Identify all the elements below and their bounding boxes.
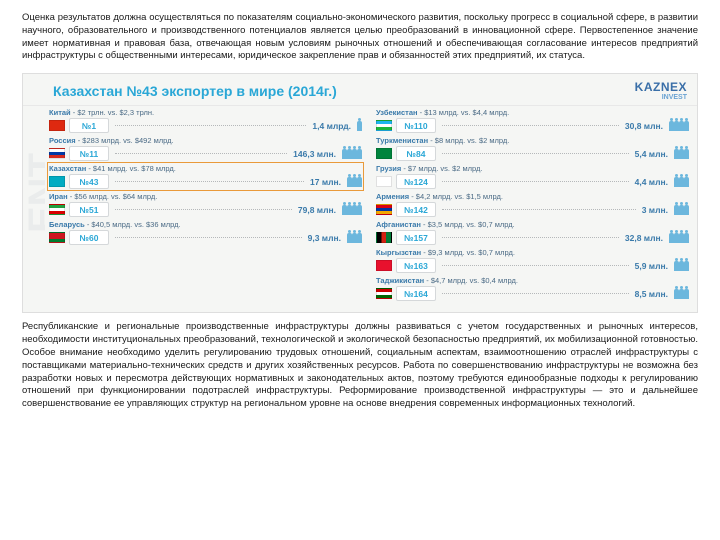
rank-pill: №163 <box>396 258 436 273</box>
country-row: Китай - $2 трлн. vs. $2,3 трлн.№11,4 млр… <box>49 108 362 133</box>
amount-label: 5,4 млн. <box>635 149 668 159</box>
rank-pill: №110 <box>396 118 436 133</box>
infographic: ENT Казахстан №43 экспортер в мире (2014… <box>22 73 698 313</box>
people-icon <box>342 205 362 215</box>
flag-icon <box>376 260 392 271</box>
rank-pill: №157 <box>396 230 436 245</box>
country-row: Россия - $283 млрд. vs. $492 млрд.№11146… <box>49 136 362 161</box>
people-icon <box>669 233 689 243</box>
amount-label: 3 млн. <box>642 205 668 215</box>
amount-label: 4,4 млн. <box>635 177 668 187</box>
flag-icon <box>49 148 65 159</box>
amount-label: 5,9 млн. <box>635 261 668 271</box>
brand-logo: KAZNEX INVEST <box>635 80 687 101</box>
infographic-title: Казахстан №43 экспортер в мире (2014г.) <box>53 83 635 99</box>
infographic-header: Казахстан №43 экспортер в мире (2014г.) … <box>23 74 697 106</box>
flag-icon <box>49 204 65 215</box>
rank-pill: №84 <box>396 146 436 161</box>
flag-icon <box>49 120 65 131</box>
country-row: Туркменистан - $8 млрд. vs. $2 млрд.№845… <box>376 136 689 161</box>
closing-paragraph: Республиканские и региональные производс… <box>22 321 698 411</box>
amount-label: 30,8 млн. <box>625 121 663 131</box>
rank-pill: №11 <box>69 146 109 161</box>
intro-paragraph: Оценка результатов должна осуществляться… <box>22 12 698 63</box>
people-icon <box>347 233 362 243</box>
rank-pill: №164 <box>396 286 436 301</box>
country-row: Грузия - $7 млрд. vs. $2 млрд.№1244,4 мл… <box>376 164 689 189</box>
flag-icon <box>49 176 65 187</box>
amount-label: 1,4 млрд. <box>312 121 351 131</box>
flag-icon <box>376 120 392 131</box>
people-icon <box>674 289 689 299</box>
country-row: Кыргызстан - $9,3 млрд. vs. $0,7 млрд.№1… <box>376 248 689 273</box>
people-icon <box>357 121 362 131</box>
amount-label: 8,5 млн. <box>635 289 668 299</box>
flag-icon <box>49 232 65 243</box>
people-icon <box>674 149 689 159</box>
people-icon <box>342 149 362 159</box>
amount-label: 79,8 млн. <box>298 205 336 215</box>
people-icon <box>674 205 689 215</box>
flag-icon <box>376 176 392 187</box>
amount-label: 9,3 млн. <box>308 233 341 243</box>
amount-label: 32,8 млн. <box>625 233 663 243</box>
rank-pill: №124 <box>396 174 436 189</box>
country-row: Иран - $56 млрд. vs. $64 млрд.№5179,8 мл… <box>49 192 362 217</box>
flag-icon <box>376 204 392 215</box>
people-icon <box>669 121 689 131</box>
rank-pill: №1 <box>69 118 109 133</box>
rank-pill: №43 <box>69 174 109 189</box>
rank-pill: №60 <box>69 230 109 245</box>
people-icon <box>347 177 362 187</box>
left-column: Китай - $2 трлн. vs. $2,3 трлн.№11,4 млр… <box>49 108 362 304</box>
people-icon <box>674 177 689 187</box>
rank-pill: №51 <box>69 202 109 217</box>
country-row: Казахстан - $41 млрд. vs. $78 млрд.№4317… <box>49 164 362 189</box>
amount-label: 146,3 млн. <box>293 149 336 159</box>
flag-icon <box>376 232 392 243</box>
amount-label: 17 млн. <box>310 177 341 187</box>
country-row: Армения - $4,2 млрд. vs. $1,5 млрд.№1423… <box>376 192 689 217</box>
rank-pill: №142 <box>396 202 436 217</box>
country-row: Таджикистан - $4,7 млрд. vs. $0,4 млрд.№… <box>376 276 689 301</box>
country-row: Беларусь - $40,5 млрд. vs. $36 млрд.№609… <box>49 220 362 245</box>
people-icon <box>674 261 689 271</box>
flag-icon <box>376 288 392 299</box>
country-row: Узбекистан - $13 млрд. vs. $4,4 млрд.№11… <box>376 108 689 133</box>
flag-icon <box>376 148 392 159</box>
right-column: Узбекистан - $13 млрд. vs. $4,4 млрд.№11… <box>376 108 689 304</box>
country-row: Афганистан - $3,5 млрд. vs. $0,7 млрд.№1… <box>376 220 689 245</box>
